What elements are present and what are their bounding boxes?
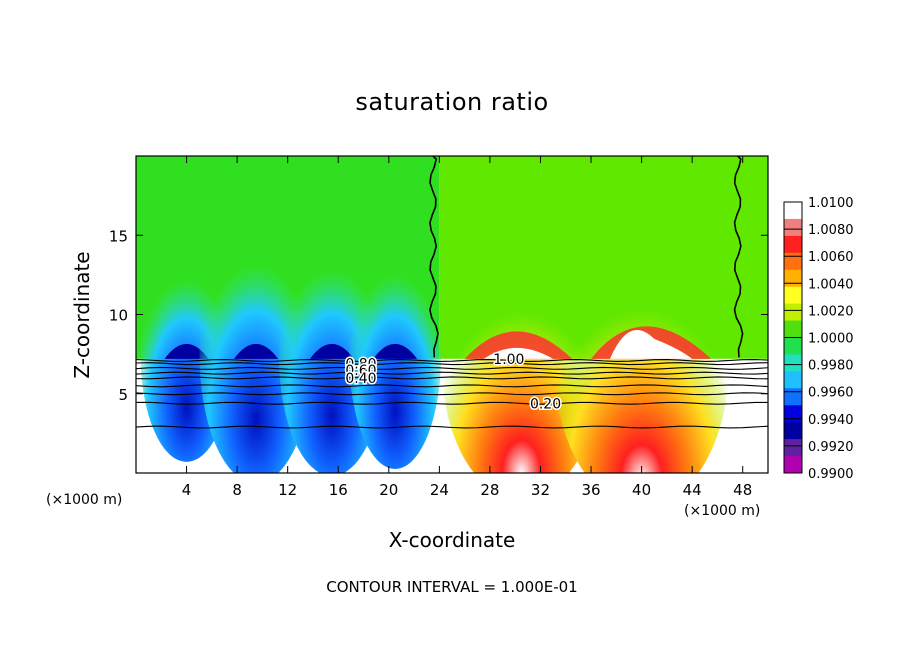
y-tick-label: 5: [118, 386, 128, 404]
y-tick-label: 10: [109, 307, 128, 325]
colorbar-label: 0.9940: [808, 413, 854, 428]
contour-line: [136, 376, 768, 380]
colorbar-label: 1.0040: [808, 277, 854, 292]
colorbar-label: 1.0000: [808, 332, 854, 347]
x-tick-label: 12: [278, 481, 297, 499]
plume-core: [309, 343, 354, 359]
colorbar-swatch: [784, 218, 802, 237]
colorbar-label: 0.9980: [808, 359, 854, 374]
x-tick-label: 44: [683, 481, 702, 499]
contour-label: 0.60: [345, 363, 376, 379]
colorbar-swatch: [784, 235, 802, 254]
x-tick-label: 40: [632, 481, 651, 499]
contour-line: [136, 392, 768, 396]
colorbar-swatch: [784, 337, 802, 355]
x-tick-label: 48: [733, 481, 752, 499]
colorbar-swatch: [784, 252, 802, 271]
x-axis-label: X-coordinate: [388, 528, 516, 552]
contour-line: [136, 384, 768, 388]
plume-peak: [483, 347, 554, 359]
plume-peak: [610, 329, 693, 359]
colorbar-label: 0.9920: [808, 440, 854, 455]
x-tick-label: 20: [379, 481, 398, 499]
plume-core: [373, 343, 418, 359]
x-tick-label: 8: [232, 481, 242, 499]
colorbar-label: 0.9960: [808, 386, 854, 401]
colorbar-swatch: [784, 303, 802, 322]
colorbar-swatch: [784, 269, 802, 288]
contour-interval-note: CONTOUR INTERVAL = 1.000E-01: [326, 578, 578, 596]
x-tick-label: 28: [480, 481, 499, 499]
colorbar-swatch: [784, 354, 802, 372]
colorbar-label: 1.0100: [808, 196, 854, 211]
contour-label: 0.80: [345, 357, 376, 373]
x-tick-label: 36: [581, 481, 600, 499]
chart-title: saturation ratio: [355, 88, 549, 116]
x-tick-label: 32: [531, 481, 550, 499]
colorbar-swatch: [784, 320, 802, 338]
contour-line: [429, 156, 439, 358]
y-tick-label: 15: [109, 227, 128, 245]
contour-label: 0.20: [530, 396, 561, 412]
colorbar-swatch: [784, 388, 802, 406]
colorbar-swatch: [784, 405, 802, 423]
contour-line: [136, 362, 768, 366]
colorbar-swatch: [784, 422, 802, 440]
plume-core: [234, 343, 279, 359]
plume-core: [464, 331, 573, 359]
colorbar-swatch: [784, 286, 802, 305]
contour-line: [733, 156, 744, 358]
contour-line: [136, 401, 768, 405]
colorbar-swatch: [784, 439, 802, 457]
contour-line: [136, 358, 768, 362]
colorbar-swatch: [784, 371, 802, 389]
contour-label: 1.00: [493, 352, 524, 368]
contour-label: 0.40: [345, 371, 376, 387]
contour-line: [136, 371, 768, 375]
contour-line: [136, 366, 768, 370]
x-tick-label: 24: [430, 481, 449, 499]
colorbar-label: 1.0020: [808, 304, 854, 319]
colorbar-swatch: [784, 456, 802, 474]
x-tick-label: 16: [329, 481, 348, 499]
colorbar-label: 1.0080: [808, 223, 854, 238]
x-tick-label: 4: [182, 481, 192, 499]
x-unit-label-right: (×1000 m): [684, 503, 761, 519]
colorbar-label: 1.0060: [808, 250, 854, 265]
colorbar-swatch: [784, 202, 802, 220]
colorbar-label: 0.9900: [808, 467, 854, 482]
contour-line: [136, 425, 768, 429]
plume-core: [164, 343, 209, 359]
x-unit-label-left: (×1000 m): [46, 492, 123, 508]
